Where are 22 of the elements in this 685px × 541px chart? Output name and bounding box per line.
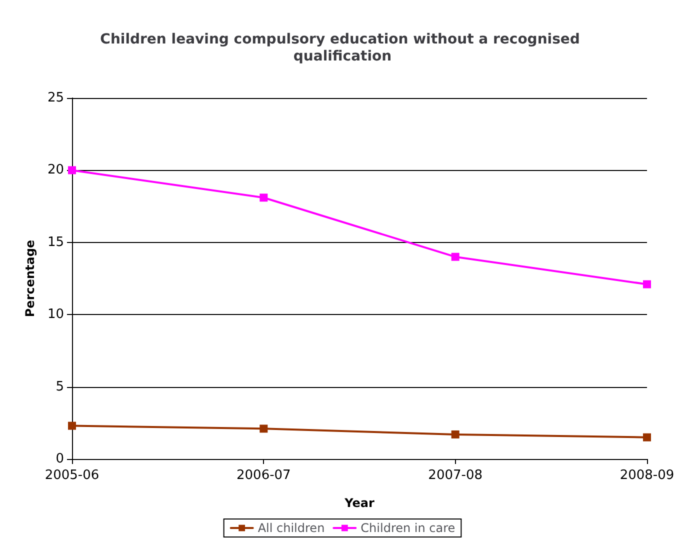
y-tick-label: 20: [47, 162, 64, 178]
legend-label: Children in care: [360, 521, 456, 535]
x-axis-title: Year: [344, 496, 374, 510]
point: [451, 252, 460, 261]
x-tick-label: 2007-08: [428, 468, 482, 483]
point: [68, 422, 76, 430]
x-tick-label: 2008-09: [620, 468, 674, 483]
point: [451, 430, 460, 438]
chart-title: Children leaving compulsory education without a recognised qualification: [100, 32, 585, 64]
x-tick-label: 2006-07: [236, 468, 291, 483]
point: [643, 280, 651, 288]
y-tick-label: 0: [56, 452, 64, 466]
y-tick-label: 5: [56, 379, 64, 394]
point: [260, 424, 268, 433]
x-tick-label: 2005-06: [44, 468, 100, 483]
point: [260, 194, 268, 202]
y-tick-label: 10: [47, 307, 64, 322]
legend-label: All children: [258, 521, 325, 535]
y-tick-label: 25: [47, 90, 64, 106]
y-tick-label: 15: [47, 234, 64, 250]
point: [643, 433, 651, 442]
y-axis-title: Percentage: [23, 240, 37, 318]
